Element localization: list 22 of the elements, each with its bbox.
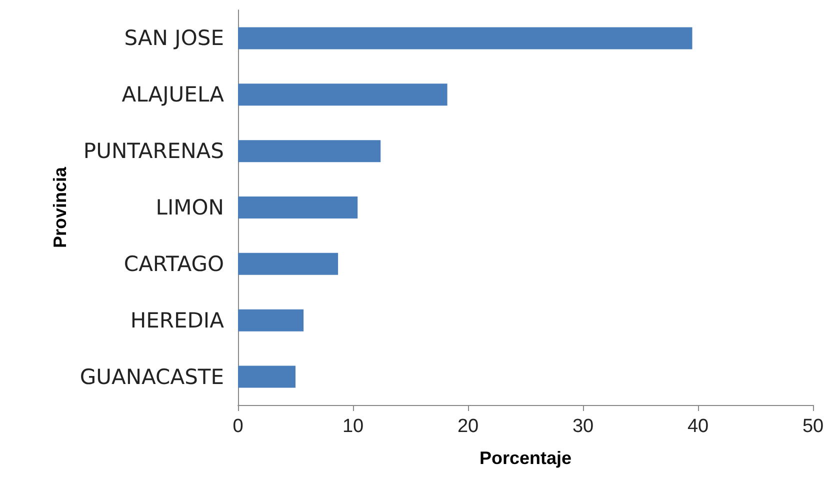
- y-tick-label: ALAJUELA: [122, 82, 225, 107]
- x-tick-label: 30: [572, 416, 594, 437]
- x-axis-title: Porcentaje: [479, 448, 572, 468]
- y-tick-label: GUANACASTE: [80, 364, 224, 389]
- y-tick-label: HEREDIA: [130, 308, 225, 332]
- bar: [238, 196, 358, 218]
- x-tick-label: 20: [457, 416, 479, 437]
- x-tick-label: 10: [342, 416, 364, 437]
- y-axis-title: Provincia: [50, 166, 70, 248]
- y-tick-label: LIMON: [156, 196, 224, 220]
- y-tick-label: SAN JOSE: [124, 26, 224, 50]
- y-tick-label: PUNTARENAS: [83, 139, 224, 164]
- x-tick-label: 40: [687, 416, 709, 437]
- x-tick-label: 50: [802, 416, 824, 437]
- y-tick-label: CARTAGO: [124, 252, 224, 276]
- bar: [238, 309, 304, 332]
- bar: [238, 84, 448, 106]
- bar: [238, 140, 381, 162]
- x-tick-label: 0: [232, 416, 244, 437]
- bar: [238, 366, 296, 388]
- bar: [238, 252, 338, 275]
- bar: [238, 27, 692, 50]
